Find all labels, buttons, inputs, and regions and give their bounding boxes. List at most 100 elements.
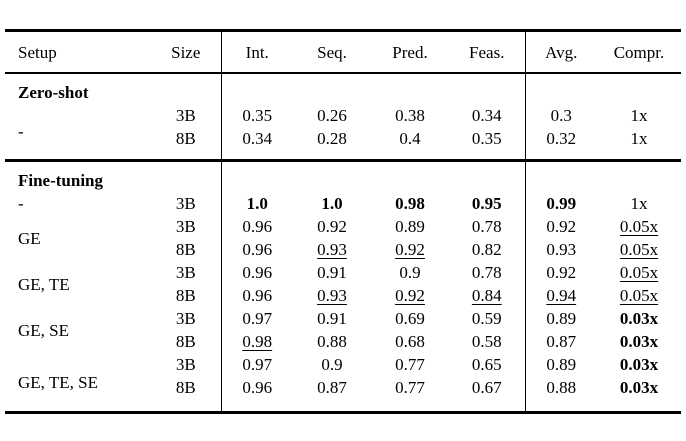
cell-feas: 0.78 <box>471 263 502 282</box>
column-header-seq: Seq. <box>293 30 371 74</box>
cell-avg: 0.89 <box>524 307 597 330</box>
cell-pred: 0.38 <box>395 106 425 125</box>
table-row: 8B 0.34 0.28 0.4 0.35 0.32 1x <box>5 127 681 161</box>
cell-int: 0.34 <box>220 127 293 161</box>
cell-int: 0.97 <box>220 353 293 376</box>
cell-pred: 0.69 <box>395 309 425 328</box>
cell-int: 0.96 <box>220 238 293 261</box>
cell-pred: 0.92 <box>395 240 425 259</box>
cell-feas: 0.65 <box>471 355 502 374</box>
cell-feas: 0.35 <box>471 129 502 148</box>
cell-avg: 0.3 <box>524 104 597 127</box>
header-row: Setup Size Int. Seq. Pred. Feas. Avg. Co… <box>5 30 681 74</box>
cell-setup: - <box>18 122 24 141</box>
column-header-feas: Feas. <box>449 30 525 74</box>
cell-feas: 0.67 <box>471 378 502 397</box>
cell-size: 8B <box>175 129 196 148</box>
table-row: GE, SE 3B 0.97 0.91 0.69 0.59 0.89 0.03x <box>5 307 681 340</box>
section-zero-shot: Zero-shot - 3B 0.35 0.26 0.38 0.34 0.3 1… <box>5 73 681 161</box>
section-title-row: Fine-tuning <box>5 159 681 192</box>
table-header: Setup Size Int. Seq. Pred. Feas. Avg. Co… <box>5 30 681 74</box>
cell-compr: 0.05x <box>619 286 659 305</box>
cell-setup: GE, TE, SE <box>18 372 98 392</box>
cell-seq: 0.26 <box>317 106 347 125</box>
results-table: Setup Size Int. Seq. Pred. Feas. Avg. Co… <box>5 29 681 414</box>
cell-compr: 1x <box>630 194 648 213</box>
column-header-compr: Compr. <box>597 30 681 74</box>
cell-avg: 0.92 <box>524 261 597 284</box>
cell-seq: 0.91 <box>317 309 347 328</box>
cell-size: 3B <box>175 194 196 213</box>
spacer-cell <box>220 73 525 104</box>
section-title-zero-shot: Zero-shot <box>18 83 89 102</box>
cell-avg: 0.94 <box>524 284 597 307</box>
cell-pred: 0.77 <box>395 378 425 397</box>
cell-compr: 0.05x <box>619 263 659 282</box>
cell-setup: GE, TE <box>18 274 70 294</box>
cell-feas: 0.59 <box>471 309 502 328</box>
cell-pred: 0.92 <box>395 286 425 305</box>
column-header-setup: Setup <box>5 30 151 74</box>
cell-int: 0.35 <box>220 104 293 127</box>
cell-seq: 1.0 <box>321 194 343 213</box>
table-row: 8B 0.96 0.93 0.92 0.82 0.93 0.05x <box>5 238 681 261</box>
cell-compr: 0.03x <box>619 309 659 328</box>
cell-pred: 0.68 <box>395 332 425 351</box>
cell-compr: 1x <box>630 129 648 148</box>
cell-size: 8B <box>175 240 196 259</box>
cell-avg: 0.87 <box>524 330 597 353</box>
cell-compr: 1x <box>630 106 648 125</box>
spacer-cell <box>524 73 681 104</box>
cell-seq: 0.93 <box>317 286 347 305</box>
cell-pred: 0.4 <box>399 129 421 148</box>
cell-size: 3B <box>175 106 196 125</box>
cell-setup: GE, SE <box>18 320 69 340</box>
cell-int: 0.97 <box>220 307 293 330</box>
cell-seq: 0.87 <box>317 378 347 397</box>
cell-int: 1.0 <box>220 192 293 215</box>
cell-avg: 0.88 <box>524 376 597 413</box>
cell-avg: 0.89 <box>524 353 597 376</box>
cell-int: 0.98 <box>220 330 293 353</box>
table-row: 8B 0.98 0.88 0.68 0.58 0.87 0.03x <box>5 330 681 353</box>
cell-seq: 0.92 <box>317 217 347 236</box>
cell-avg: 0.99 <box>524 192 597 215</box>
table-row: 8B 0.96 0.87 0.77 0.67 0.88 0.03x <box>5 376 681 413</box>
column-header-size: Size <box>151 30 221 74</box>
cell-int: 0.96 <box>220 261 293 284</box>
table-row: - 3B 1.0 1.0 0.98 0.95 0.99 1x <box>5 192 681 215</box>
cell-compr: 0.03x <box>619 355 659 374</box>
cell-setup: GE <box>18 228 41 248</box>
cell-size: 8B <box>175 378 196 397</box>
table-row: GE 3B 0.96 0.92 0.89 0.78 0.92 0.05x <box>5 215 681 248</box>
cell-feas: 0.34 <box>471 106 502 125</box>
cell-size: 3B <box>175 309 196 328</box>
cell-avg: 0.32 <box>524 127 597 161</box>
table-row: - 3B 0.35 0.26 0.38 0.34 0.3 1x <box>5 104 681 141</box>
cell-int: 0.96 <box>220 215 293 238</box>
cell-seq: 0.93 <box>317 240 347 259</box>
cell-compr: 0.03x <box>619 378 659 397</box>
cell-int: 0.96 <box>220 376 293 413</box>
cell-feas: 0.78 <box>471 217 502 236</box>
section-title-fine-tuning: Fine-tuning <box>5 159 221 192</box>
cell-compr: 0.05x <box>619 240 659 259</box>
table-row: GE, TE 3B 0.96 0.91 0.9 0.78 0.92 0.05x <box>5 261 681 294</box>
cell-seq: 0.91 <box>317 263 347 282</box>
cell-feas: 0.84 <box>471 286 502 305</box>
section-title-row: Zero-shot <box>5 73 681 104</box>
cell-compr: 0.05x <box>619 217 659 236</box>
cell-size: 3B <box>175 263 196 282</box>
cell-seq: 0.9 <box>321 355 343 374</box>
cell-size: 8B <box>175 286 196 305</box>
cell-size: 8B <box>175 332 196 351</box>
spacer-cell <box>524 159 681 192</box>
section-fine-tuning: Fine-tuning - 3B 1.0 1.0 0.98 0.95 0.99 … <box>5 159 681 413</box>
column-header-pred: Pred. <box>371 30 449 74</box>
cell-avg: 0.93 <box>524 238 597 261</box>
spacer-cell <box>220 159 525 192</box>
cell-int: 0.96 <box>220 284 293 307</box>
cell-feas: 0.95 <box>471 194 502 213</box>
column-header-int: Int. <box>220 30 293 74</box>
